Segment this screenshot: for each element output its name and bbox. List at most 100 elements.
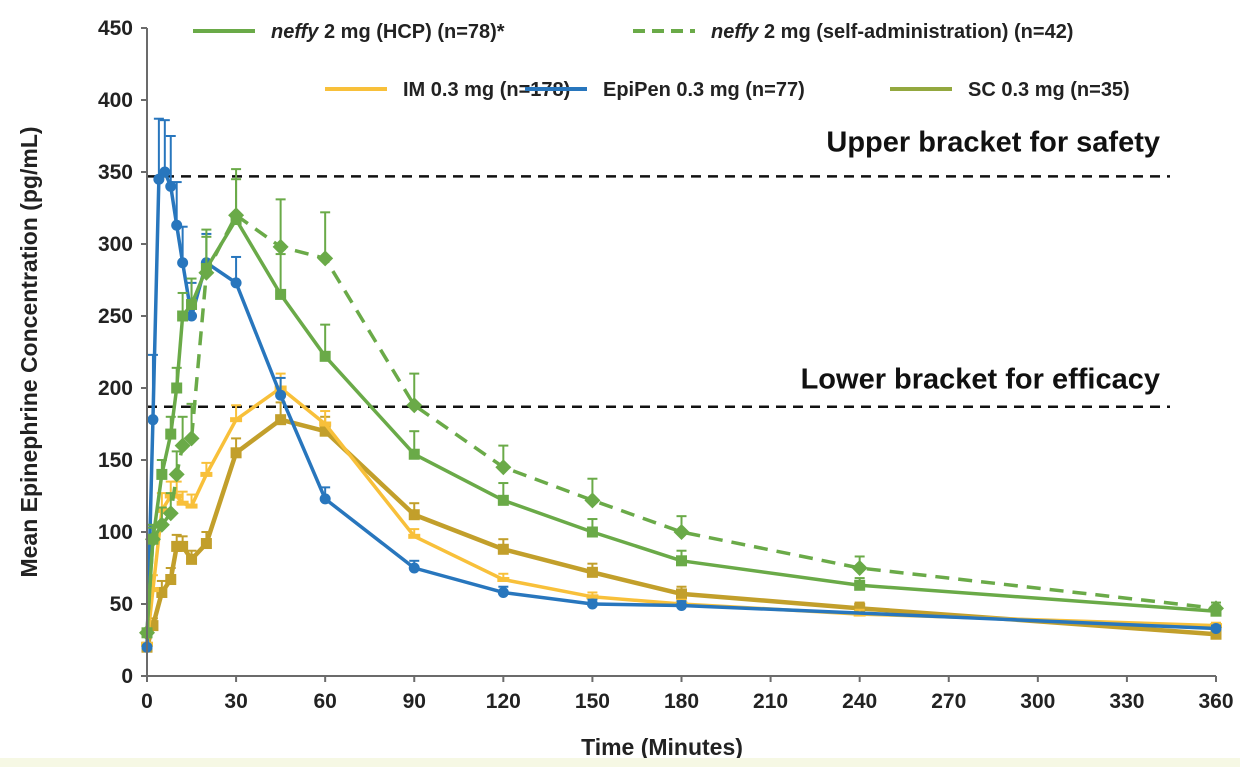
data-point (275, 288, 287, 300)
data-point (319, 493, 331, 505)
data-point (584, 492, 601, 509)
legend-item-0: neffy 2 mg (HCP) (n=78)* (193, 21, 505, 43)
data-point (177, 257, 189, 269)
x-tick-label: 150 (575, 690, 610, 713)
data-point (586, 526, 598, 538)
data-point (586, 594, 599, 600)
legend-label: neffy 2 mg (HCP) (n=78)* (271, 21, 505, 43)
legend-label-part: SC 0.3 mg (n=35) (968, 79, 1130, 101)
x-tick-label: 330 (1109, 690, 1144, 713)
x-tick-label: 360 (1198, 690, 1233, 713)
data-point (851, 560, 868, 576)
y-tick-label: 450 (98, 17, 133, 40)
data-point (406, 397, 423, 414)
x-tick-label: 90 (403, 690, 426, 713)
data-point (156, 468, 168, 480)
legend-label-part: IM 0.3 mg (n=178) (403, 79, 570, 101)
bottom-strip (0, 758, 1240, 767)
data-point (186, 553, 198, 565)
data-point (854, 579, 866, 591)
y-tick-label: 150 (98, 449, 133, 472)
data-point (200, 538, 212, 550)
series-layer (139, 117, 1224, 653)
legend-label: SC 0.3 mg (n=35) (968, 79, 1130, 101)
data-point (497, 543, 509, 555)
data-point (408, 562, 420, 574)
data-point (676, 555, 687, 567)
legend: neffy 2 mg (HCP) (n=78)* neffy 2 mg (self… (193, 21, 1130, 101)
x-tick-label: 300 (1020, 690, 1055, 713)
data-point (165, 574, 177, 586)
legend-item-4: SC 0.3 mg (n=35) (890, 79, 1130, 101)
data-point (408, 533, 421, 539)
data-point (171, 382, 183, 394)
legend-label-part: neffy (271, 21, 319, 43)
data-point (317, 250, 334, 267)
data-point (162, 505, 179, 522)
data-point (1210, 605, 1222, 617)
legend-item-2: IM 0.3 mg (n=178) (325, 79, 570, 101)
data-point (168, 466, 185, 483)
y-tick-label: 300 (98, 233, 133, 256)
axes (146, 28, 1216, 677)
data-point (319, 421, 332, 427)
data-point (676, 588, 687, 600)
series-4 (141, 401, 1222, 653)
reference-lines: Upper bracket for safety Lower bracket fo… (147, 126, 1170, 408)
y-tick-label: 200 (98, 377, 133, 400)
y-tick-label: 350 (98, 161, 133, 184)
data-point (586, 566, 598, 578)
data-point (495, 459, 512, 476)
data-point (230, 214, 242, 226)
data-point (200, 471, 213, 477)
data-point (275, 389, 287, 401)
legend-label: neffy 2 mg (self-administration) (n=42) (711, 21, 1073, 43)
data-point (183, 430, 200, 447)
x-axis-title: Time (Minutes) (581, 734, 743, 760)
data-point (176, 500, 189, 506)
x-tick-label: 30 (224, 690, 247, 713)
data-point (497, 494, 509, 506)
series-line (145, 213, 1217, 633)
data-point (147, 414, 159, 426)
y-tick-label: 50 (110, 593, 133, 616)
reference-line-label: Lower bracket for efficacy (801, 364, 1160, 396)
series-0 (141, 178, 1222, 639)
data-point (156, 586, 168, 598)
data-point (673, 524, 690, 540)
y-tick-label: 250 (98, 305, 133, 328)
y-tick-label: 400 (98, 89, 133, 112)
data-point (230, 447, 242, 459)
data-point (854, 602, 866, 614)
data-point (200, 262, 212, 274)
y-tick-label: 0 (121, 665, 133, 688)
x-tick-label: 0 (141, 690, 153, 713)
data-point (230, 277, 242, 289)
data-point (186, 310, 198, 322)
x-tick-label: 180 (664, 690, 699, 713)
data-point (408, 509, 420, 521)
data-point (497, 577, 510, 583)
data-point (319, 425, 331, 437)
legend-item-1: neffy 2 mg (self-administration) (n=42) (633, 21, 1073, 43)
legend-label: EpiPen 0.3 mg (n=77) (603, 79, 805, 101)
data-point (497, 586, 509, 598)
data-point (230, 417, 243, 423)
legend-label-part: neffy (711, 21, 759, 43)
legend-label: IM 0.3 mg (n=178) (403, 79, 570, 101)
data-point (275, 414, 287, 426)
data-point (676, 599, 687, 611)
data-point (1210, 628, 1222, 640)
legend-label-part: 2 mg (HCP) (n=78)* (318, 21, 504, 43)
legend-label-part: EpiPen 0.3 mg (n=77) (603, 79, 805, 101)
legend-label-part: 2 mg (self-administration) (n=42) (758, 21, 1073, 43)
data-point (174, 437, 191, 454)
data-point (408, 448, 420, 460)
data-point (177, 540, 189, 552)
data-point (177, 310, 189, 322)
x-tick-label: 60 (313, 690, 336, 713)
y-tick-label: 100 (98, 521, 133, 544)
data-point (165, 180, 177, 192)
data-point (159, 166, 171, 178)
